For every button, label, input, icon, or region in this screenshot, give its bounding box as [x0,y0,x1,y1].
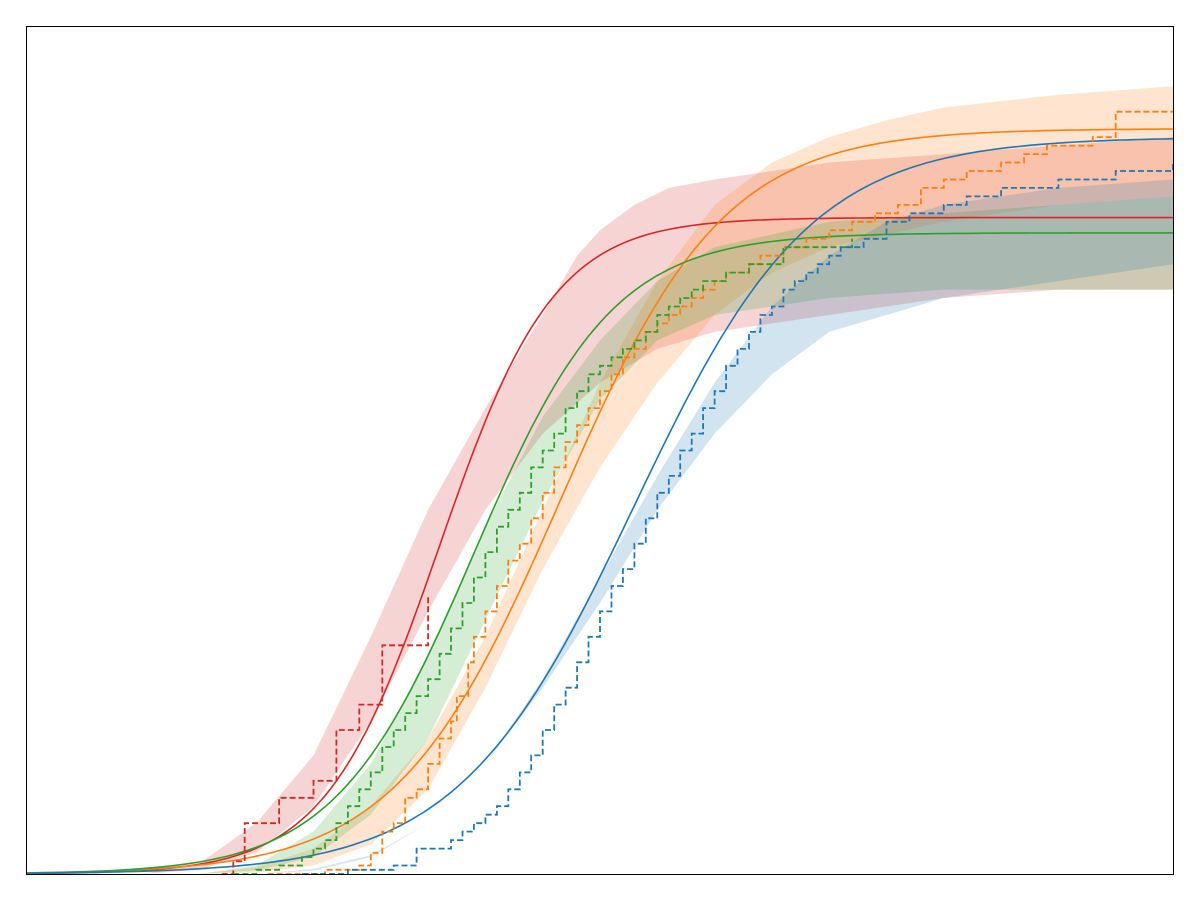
band-red [141,137,1174,875]
plot-area-frame [26,26,1174,875]
fitted-curves [26,128,1174,875]
step-curve-red [221,594,429,875]
step-curve-green [233,238,853,875]
step-curve-orange [267,110,1173,875]
confidence-bands [141,86,1174,875]
fit-curve-green [26,232,1174,874]
empirical-step-curves [221,110,1174,875]
fit-curve-red [27,216,1173,875]
fit-curve-orange [26,128,1173,874]
band-green [198,196,1173,874]
step-curve-blue [302,162,1174,875]
band-orange [198,86,1173,875]
band-blue [256,179,1173,874]
fit-curve-blue [26,137,1174,875]
